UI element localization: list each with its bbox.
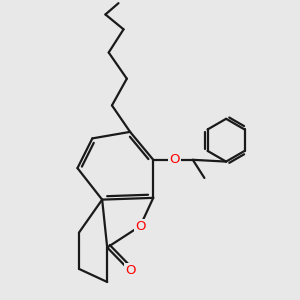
- Text: O: O: [135, 220, 146, 232]
- Text: O: O: [169, 153, 180, 166]
- Text: O: O: [125, 265, 135, 278]
